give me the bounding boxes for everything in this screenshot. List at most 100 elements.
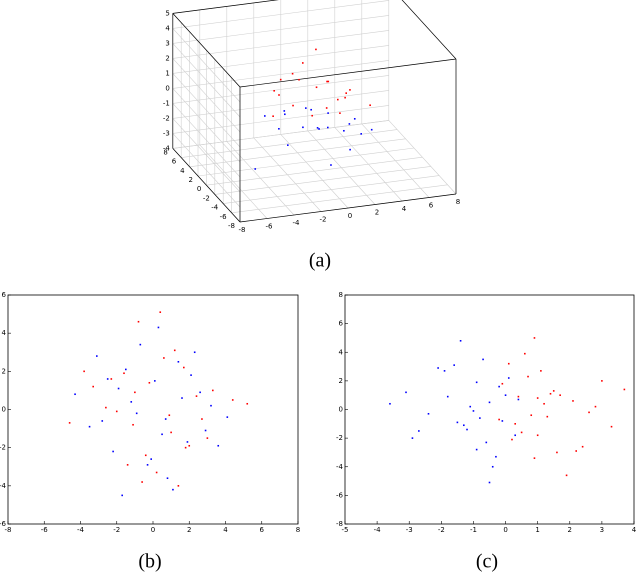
point: [305, 107, 307, 109]
point: [141, 481, 143, 483]
point: [144, 454, 147, 457]
y-tick-label: 8: [339, 291, 343, 299]
point: [105, 406, 107, 409]
x-tick-label: -8: [239, 226, 246, 234]
y-tick-label: 4: [180, 167, 185, 175]
point: [272, 115, 274, 118]
point: [517, 398, 520, 401]
y-tick-label: -2: [203, 194, 210, 202]
point: [517, 395, 520, 398]
box-edge: [401, 0, 457, 60]
point: [495, 455, 497, 458]
point: [488, 481, 491, 484]
point: [514, 423, 516, 425]
point: [556, 451, 558, 454]
point: [318, 128, 320, 130]
point: [488, 401, 491, 404]
grid-line: [172, 73, 241, 148]
x-tick-label: -2: [320, 216, 327, 224]
point: [126, 464, 129, 466]
point: [575, 450, 577, 452]
grid-line: [172, 43, 241, 118]
point: [459, 340, 462, 342]
point: [188, 444, 191, 447]
y-tick-label: -8: [228, 222, 235, 230]
caption: (c): [476, 551, 498, 573]
grid-line: [172, 75, 389, 104]
x-tick-label: -5: [342, 526, 349, 534]
point: [278, 94, 280, 96]
point: [161, 433, 163, 436]
grid-line: [206, 156, 423, 186]
point: [292, 104, 294, 107]
grid-line: [189, 138, 406, 168]
axes-frame: [344, 294, 635, 525]
point: [284, 113, 286, 116]
x-tick-label: 2: [375, 209, 379, 217]
point: [226, 416, 229, 418]
point: [96, 355, 98, 357]
point: [311, 114, 313, 117]
point: [287, 144, 289, 146]
z-tick-label: -4: [163, 144, 171, 152]
z-tick-label: 2: [165, 54, 169, 62]
point: [204, 429, 207, 432]
point: [581, 445, 584, 448]
caption: (a): [309, 250, 331, 272]
x-tick-label: -4: [293, 219, 301, 227]
point: [337, 98, 339, 101]
point: [466, 428, 468, 431]
point: [530, 414, 533, 417]
point: [157, 326, 160, 329]
point: [491, 465, 494, 468]
point: [601, 380, 603, 382]
point: [150, 458, 152, 460]
point: [146, 464, 149, 466]
point: [453, 364, 455, 366]
y-tick-label: -4: [336, 463, 344, 471]
point: [533, 337, 536, 339]
point: [405, 391, 407, 394]
grid-line: [172, 103, 241, 178]
point: [210, 404, 212, 407]
point: [485, 441, 488, 444]
point: [594, 405, 597, 408]
x-tick-label: 8: [456, 198, 460, 206]
point: [217, 444, 220, 447]
point: [565, 474, 568, 477]
point: [527, 375, 529, 378]
point: [159, 311, 162, 313]
point: [125, 368, 127, 371]
point: [345, 92, 347, 94]
y-tick-label: -6: [336, 491, 344, 499]
point: [201, 418, 203, 420]
point: [411, 437, 414, 439]
point: [315, 86, 318, 89]
x-tick-label: 1: [535, 526, 539, 534]
y-tick-label: 2: [2, 367, 6, 375]
y-tick-label: -6: [0, 520, 7, 528]
y-tick-label: -4: [211, 204, 219, 212]
x-tick-label: 4: [223, 526, 228, 534]
x-tick-label: 2: [568, 526, 572, 534]
x-tick-label: 6: [429, 202, 434, 210]
point: [273, 89, 275, 92]
x-tick-label: 0: [348, 212, 352, 220]
point: [339, 112, 341, 114]
x-tick-label: -6: [41, 526, 49, 534]
x-tick-label: -1: [470, 526, 477, 534]
point: [139, 343, 142, 346]
point: [301, 62, 304, 64]
y-tick-label: -6: [220, 213, 228, 221]
point: [132, 423, 134, 426]
z-tick-label: 3: [165, 39, 169, 47]
x-tick-label: -2: [113, 526, 120, 534]
grid-line: [172, 58, 241, 133]
x-tick-label: -3: [406, 526, 413, 534]
point: [475, 448, 478, 451]
point: [177, 485, 180, 487]
z-tick-label: 5: [165, 9, 169, 17]
point: [117, 387, 120, 390]
point: [536, 397, 539, 399]
grid-line: [172, 28, 241, 103]
